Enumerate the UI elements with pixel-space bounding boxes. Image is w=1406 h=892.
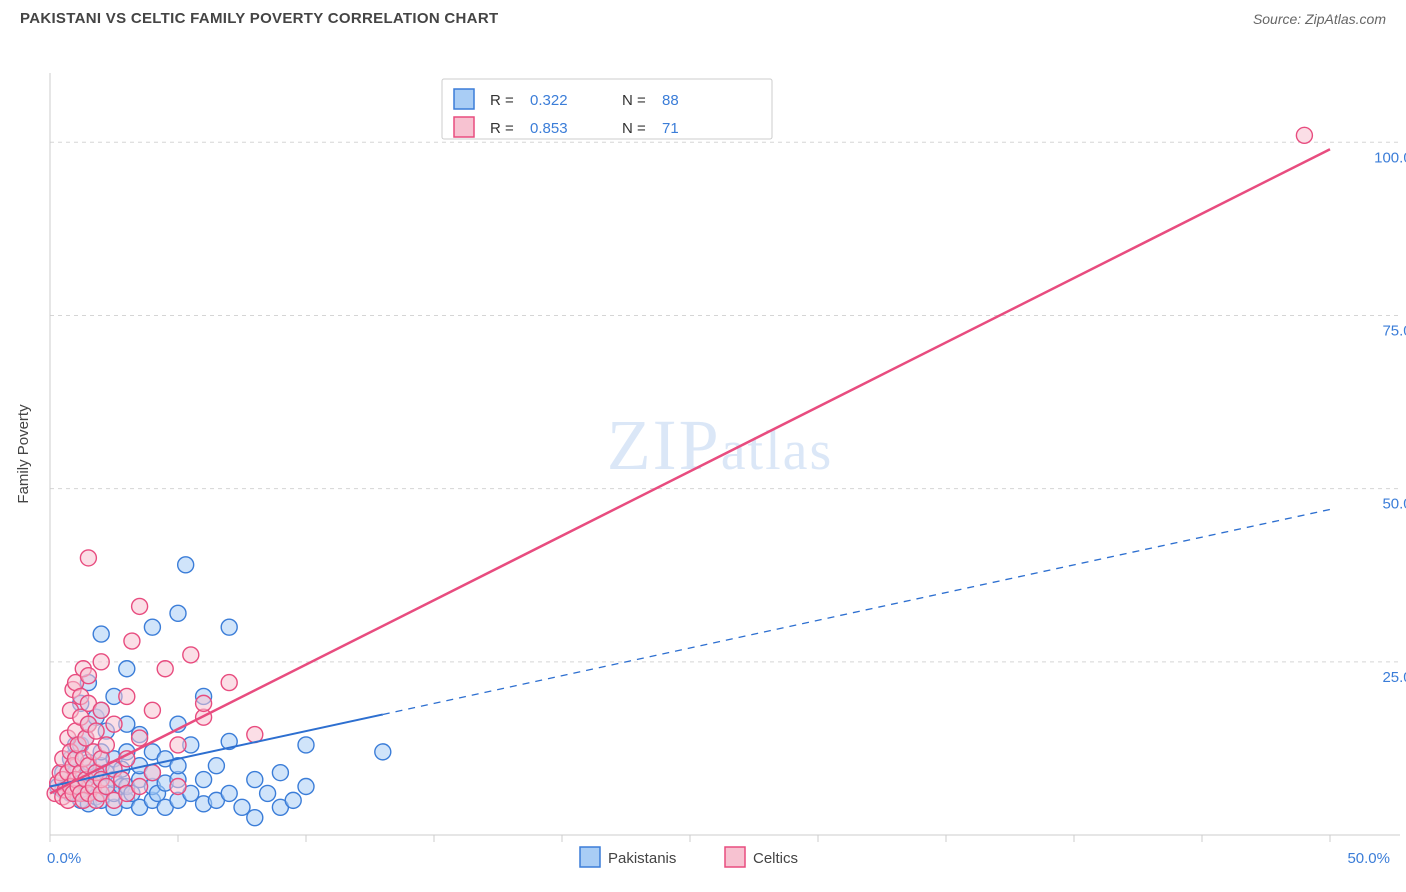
scatter-point [144,619,160,635]
y-axis-label: Family Poverty [15,404,32,504]
scatter-point [144,702,160,718]
scatter-point [93,654,109,670]
scatter-point [221,619,237,635]
scatter-point [260,785,276,801]
source-name: ZipAtlas.com [1305,11,1386,27]
legend-r-value: 0.322 [530,92,568,109]
x-tick-label: 0.0% [47,850,81,867]
chart-container: 25.0% 50.0% 75.0% 100.0% 0.0% 50.0% Family Pov… [0,35,1406,885]
chart-title: PAKISTANI VS CELTIC FAMILY POVERTY CORRE… [20,10,498,27]
correlation-scatter-chart: 25.0% 50.0% 75.0% 100.0% 0.0% 50.0% Family Pov… [0,35,1406,885]
legend-swatch [454,117,474,137]
source-label: Source: [1253,11,1301,27]
legend-n-label: N = [622,92,646,109]
legend-r-value: 0.853 [530,120,568,137]
scatter-point [119,661,135,677]
chart-header: PAKISTANI VS CELTIC FAMILY POVERTY CORRE… [0,0,1406,35]
scatter-point [93,626,109,642]
y-tick-label: 25.0% [1382,669,1406,686]
scatter-point [183,647,199,663]
bottom-legend-swatch [580,847,600,867]
scatter-point [106,716,122,732]
scatter-point [144,765,160,781]
scatter-point [208,758,224,774]
scatter-point [298,779,314,795]
scatter-point [272,765,288,781]
scatter-point [170,605,186,621]
scatter-point [132,730,148,746]
scatter-point [98,737,114,753]
scatter-point [247,772,263,788]
scatter-point [196,695,212,711]
trend-line-dashed [383,509,1330,714]
legend-n-label: N = [622,120,646,137]
legend-r-label: R = [490,92,514,109]
scatter-point [93,702,109,718]
scatter-point [132,598,148,614]
bottom-legend-swatch [725,847,745,867]
scatter-point [170,737,186,753]
scatter-point [124,633,140,649]
scatter-point [298,737,314,753]
scatter-point [247,810,263,826]
scatter-point [132,779,148,795]
scatter-point [80,668,96,684]
y-tick-label: 50.0% [1382,496,1406,513]
scatter-point [157,661,173,677]
legend-n-value: 71 [662,120,679,137]
legend-swatch [454,89,474,109]
legend-r-label: R = [490,120,514,137]
scatter-point [375,744,391,760]
scatter-point [285,792,301,808]
bottom-legend-label: Celtics [753,850,798,867]
scatter-point [221,785,237,801]
scatter-point [221,675,237,691]
scatter-point [88,723,104,739]
trend-line [50,149,1330,793]
scatter-point [1296,127,1312,143]
y-tick-label: 100.0% [1374,149,1406,166]
scatter-point [170,779,186,795]
scatter-point [80,550,96,566]
x-tick-label: 50.0% [1347,850,1390,867]
scatter-point [178,557,194,573]
chart-source: Source: ZipAtlas.com [1253,11,1386,27]
scatter-point [119,688,135,704]
bottom-legend-label: Pakistanis [608,850,676,867]
scatter-point [196,772,212,788]
legend-n-value: 88 [662,92,679,109]
y-tick-label: 75.0% [1382,322,1406,339]
